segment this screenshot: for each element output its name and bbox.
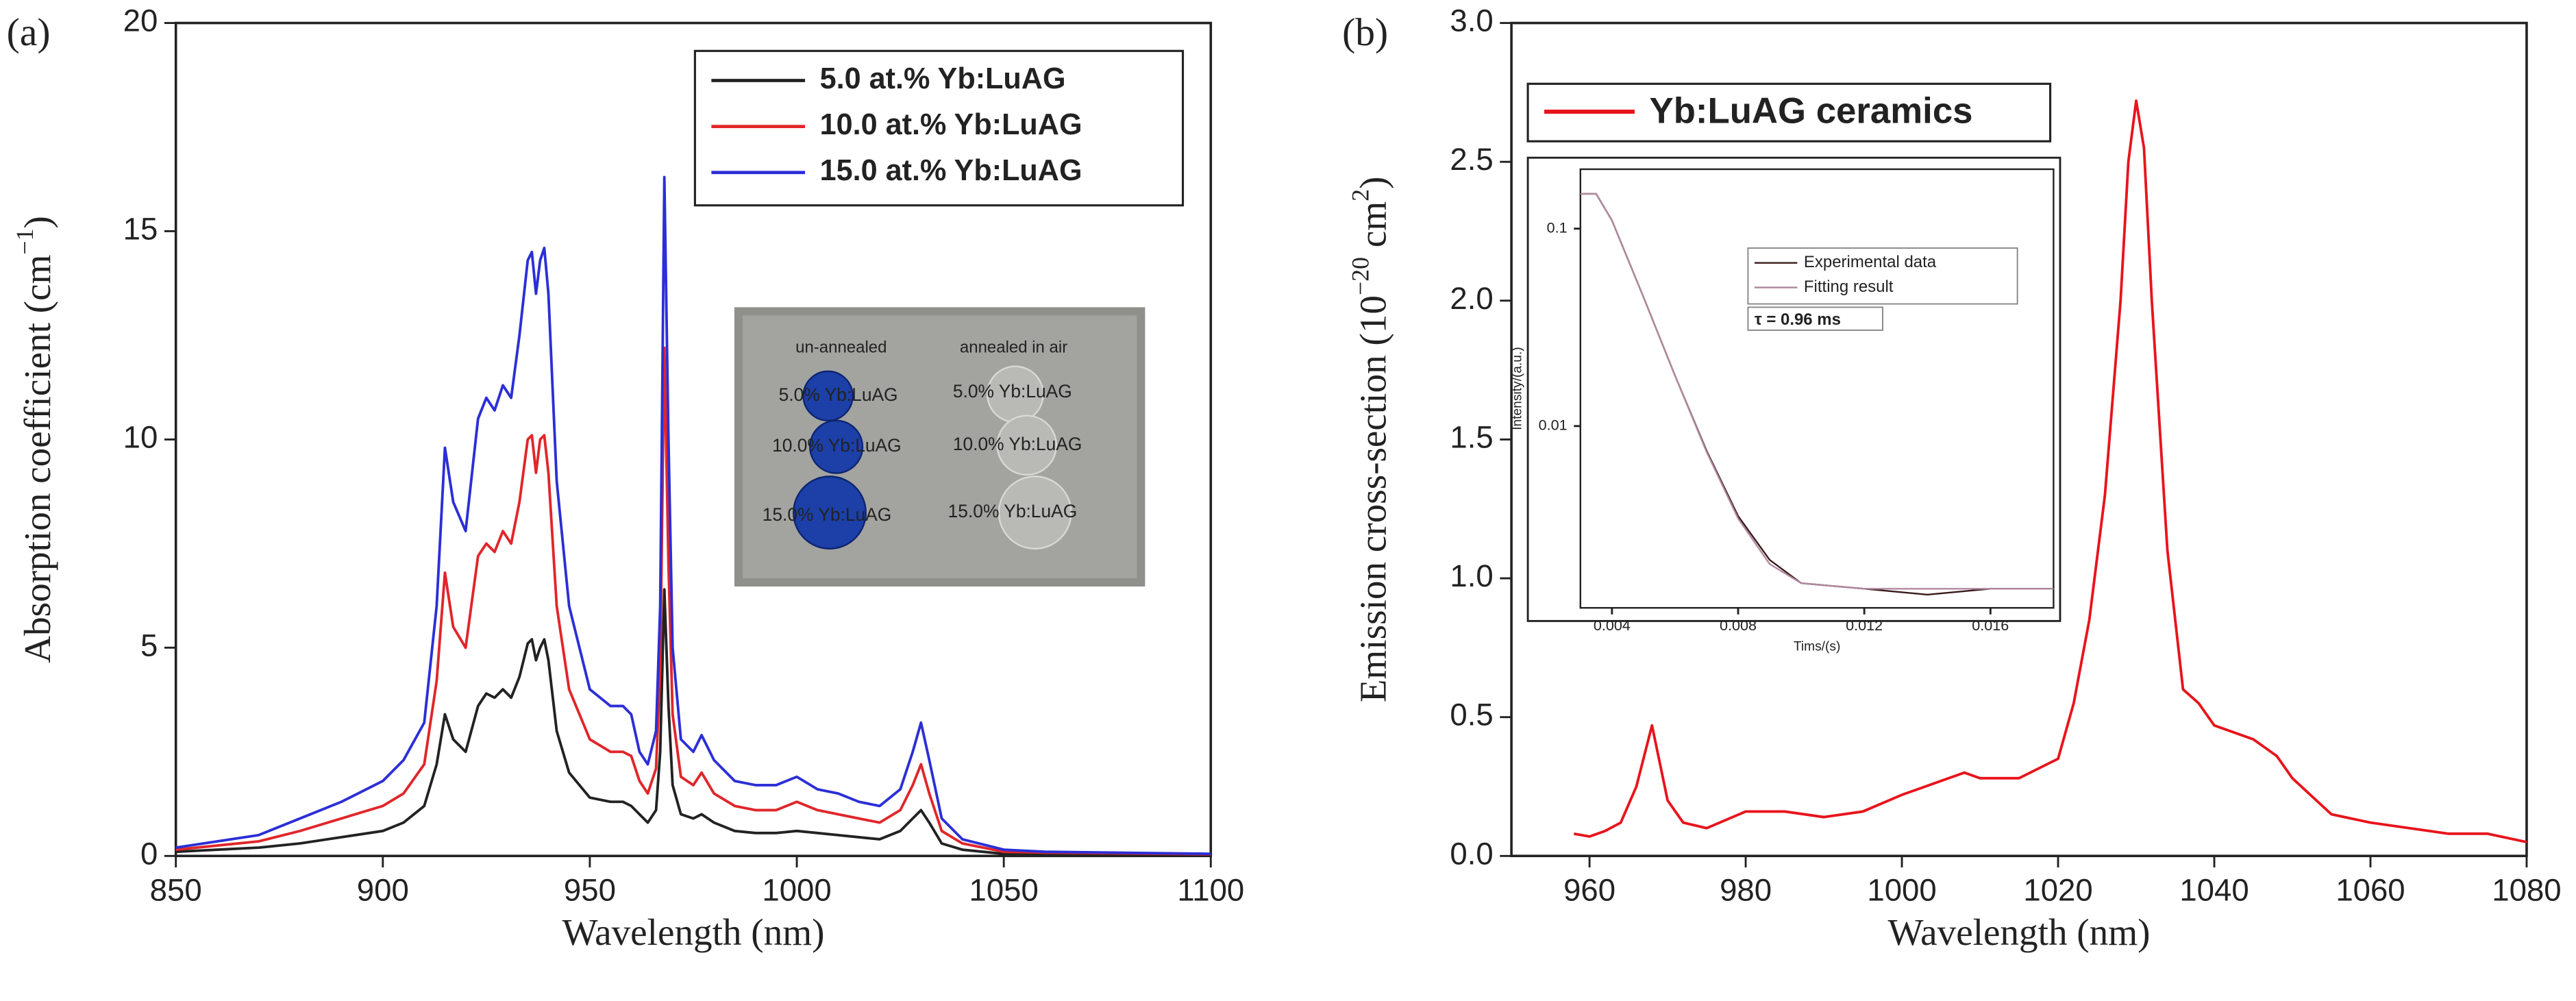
clear-sample	[996, 415, 1058, 476]
y-axis-label: Intensity/(a.u.)	[1511, 347, 1525, 430]
blue-sample	[793, 475, 867, 550]
photo-label: 5.0% Yb:LuAG	[953, 381, 1072, 401]
photo-label: 5.0% Yb:LuAG	[779, 384, 898, 405]
x-tick-label: 0.016	[1972, 617, 2009, 634]
legend-label: Experimental data	[1804, 253, 1937, 271]
legend-label: Fitting result	[1804, 277, 1894, 296]
y-tick-label: 1.5	[1450, 419, 1493, 454]
chart: 960 980 1000 1020 1040 1060 1080 0.0 0.5 1.0 1.5 2.…	[1342, 3, 2562, 953]
x-tick-label: 1040	[2179, 873, 2249, 908]
data-line	[175, 346, 1211, 856]
data-line	[1573, 99, 2527, 843]
x-tick-label: 1000	[762, 873, 831, 908]
legend-label: Yb:LuAG ceramics	[1650, 90, 1973, 131]
x-tick-label: 1050	[969, 873, 1039, 908]
data-line	[175, 175, 1211, 856]
legend-label: 10.0 at.% Yb:LuAG	[820, 108, 1082, 141]
blue-sample	[809, 419, 864, 474]
y-axis-label-part: Emission cross-section (10	[1352, 295, 1394, 702]
x-tick-label: 1080	[2492, 873, 2561, 908]
y-tick-label: 2.0	[1450, 281, 1493, 316]
x-tick-label: 0.008	[1720, 617, 1757, 634]
photo-header: un-annealed	[795, 338, 887, 357]
data-line	[175, 588, 1211, 856]
panel-label: (b)	[1342, 11, 1388, 54]
x-axis-label: Tims/(s)	[1794, 639, 1841, 654]
x-tick-label: 0.012	[1846, 617, 1883, 634]
x-tick-label: 960	[1563, 873, 1615, 908]
photo-header: annealed in air	[960, 338, 1067, 357]
y-axis-label-sup: −20	[1347, 257, 1374, 295]
x-tick-label: 900	[357, 873, 409, 908]
chart: 0.004 0.008 0.012 0.016 0.01 0.1 Tims/(s) Inten…	[1511, 156, 2061, 654]
y-tick-label: 5	[140, 628, 158, 663]
y-axis-label-sup: −1	[11, 228, 38, 254]
y-tick-label: 0.1	[1547, 219, 1568, 236]
x-axis-label: Wavelength (nm)	[1888, 911, 2151, 953]
x-tick-label: 980	[1720, 873, 1772, 908]
inset-background	[1526, 156, 2061, 622]
y-axis-label-part: Intensity/(a.u.)	[1511, 347, 1525, 430]
y-tick-label: 0.0	[1450, 836, 1493, 871]
inset-photo: un-annealed annealed in air 5.0% Yb:LuAG 10…	[734, 307, 1145, 587]
y-axis-label-sup: 2	[1347, 189, 1374, 201]
y-tick-label: 15	[123, 212, 158, 247]
y-axis-label-part: Absorption coefficient (cm	[16, 254, 58, 663]
legend-box	[1747, 247, 2018, 305]
panel-label: (a)	[7, 11, 51, 54]
photo-label: 10.0% Yb:LuAG	[953, 434, 1082, 454]
y-tick-label: 0.01	[1539, 417, 1568, 434]
y-tick-label: 10	[123, 419, 158, 454]
photo-label: 10.0% Yb:LuAG	[772, 435, 902, 456]
x-axis-label: Wavelength (nm)	[562, 911, 825, 953]
data-line	[1580, 193, 2054, 590]
y-tick-label: 0	[140, 836, 158, 871]
x-tick-label: 850	[150, 873, 202, 908]
x-tick-label: 1020	[2023, 873, 2092, 908]
plot-frame	[1510, 21, 2528, 858]
y-tick-label: 3.0	[1450, 3, 1493, 38]
x-tick-label: 1100	[1177, 873, 1244, 908]
legend-label: 15.0 at.% Yb:LuAG	[820, 154, 1082, 187]
y-axis-label: Emission cross-section (10−20 cm2)	[1347, 177, 1394, 703]
x-tick-label: 0.004	[1594, 617, 1631, 634]
blue-sample	[802, 370, 854, 422]
annotation: τ = 0.96 ms	[1755, 310, 1841, 329]
clear-sample	[998, 475, 1072, 550]
photo-label: 15.0% Yb:LuAG	[948, 501, 1078, 521]
annotation-box	[1747, 306, 1883, 331]
legend-label: 5.0 at.% Yb:LuAG	[820, 62, 1066, 95]
plot-frame	[1579, 168, 2055, 609]
y-axis-label-part: cm	[1352, 201, 1394, 257]
y-tick-label: 2.5	[1450, 142, 1493, 177]
y-axis-label: Absorption coefficient (cm−1)	[11, 216, 58, 663]
x-tick-label: 1060	[2336, 873, 2405, 908]
x-tick-label: 950	[564, 873, 616, 908]
x-tick-label: 1000	[1867, 873, 1936, 908]
photo-label: 15.0% Yb:LuAG	[763, 504, 892, 525]
y-tick-label: 1.0	[1450, 558, 1493, 593]
chart: 850 900 950 1000 1050 1100 0 5 10 15 20 Wavelength …	[7, 3, 1245, 953]
y-axis-label-part: )	[1352, 177, 1394, 189]
y-axis-label-part: )	[16, 216, 58, 228]
y-tick-label: 0.5	[1450, 697, 1493, 732]
y-tick-label: 20	[123, 3, 158, 38]
